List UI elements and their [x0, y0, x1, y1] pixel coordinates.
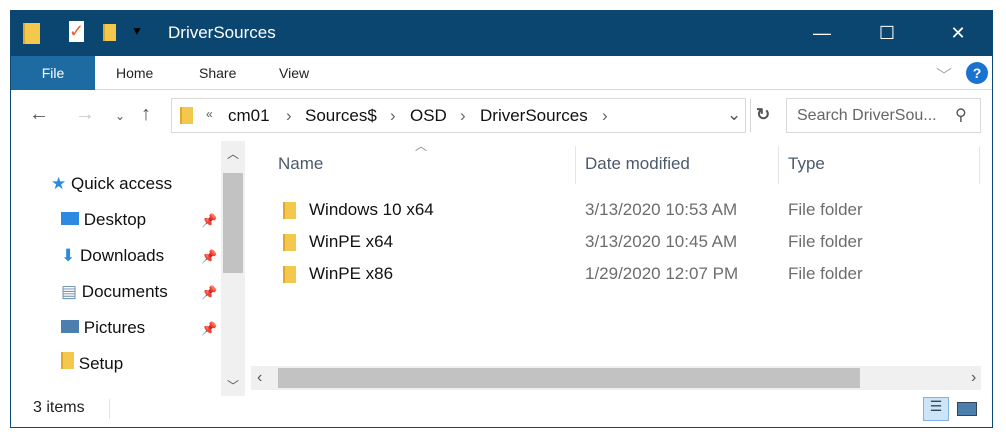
ribbon: File Home Share View ﹀ ? [11, 56, 992, 90]
back-button[interactable]: ← [29, 103, 49, 125]
column-name[interactable]: Name [278, 154, 324, 173]
address-dropdown-icon[interactable]: ⌄ [727, 105, 742, 124]
crumb-osd[interactable]: OSD [410, 106, 447, 125]
forward-button[interactable]: → [75, 103, 95, 125]
file-row[interactable]: WinPE x64 3/13/2020 10:45 AM File folder [279, 226, 979, 258]
address-bar[interactable]: « cm01 › Sources$ › OSD › DriverSources … [171, 98, 770, 133]
column-date-modified[interactable]: Date modified [585, 154, 690, 173]
download-icon: ⬇ [61, 246, 76, 265]
properties-icon[interactable]: ✓ [69, 21, 85, 42]
sidebar-item-documents[interactable]: ▤ Documents [61, 282, 168, 301]
overflow-crumb[interactable]: « [206, 107, 213, 121]
details-view-button[interactable]: ☰ [923, 397, 949, 421]
document-icon: ▤ [61, 282, 78, 301]
crumb-children-chevron[interactable]: › [602, 106, 608, 125]
up-button[interactable]: ↑ [141, 103, 151, 125]
item-count: 3 items [33, 399, 85, 416]
crumb-sources[interactable]: Sources$ [305, 106, 377, 125]
refresh-icon[interactable]: ↻ [756, 105, 771, 124]
tab-view[interactable]: View [279, 65, 310, 81]
help-icon[interactable]: ? [966, 62, 988, 84]
large-icons-view-button[interactable] [957, 402, 977, 416]
scrollbar-thumb[interactable] [278, 368, 860, 388]
picture-icon [61, 320, 79, 333]
desktop-icon [61, 212, 79, 225]
folder-icon [283, 202, 296, 219]
search-input[interactable]: Search DriverSou... ⚲ [786, 98, 981, 133]
folder-icon [61, 352, 74, 369]
sidebar-item-setup[interactable]: Setup [61, 349, 123, 379]
minimize-button[interactable]: — [813, 23, 831, 43]
file-row[interactable]: WinPE x86 1/29/2020 12:07 PM File folder [279, 258, 979, 290]
star-icon: ★ [51, 174, 67, 193]
pin-icon[interactable]: 📌 [201, 213, 218, 228]
crumb-cm01[interactable]: cm01 [228, 106, 270, 125]
expand-ribbon-icon[interactable]: ﹀ [936, 68, 953, 85]
tab-home[interactable]: Home [116, 65, 154, 81]
navigation-pane: ★ Quick access Desktop ⬇ Downloads ▤ Doc… [11, 141, 221, 396]
folder-icon [283, 234, 296, 251]
column-type[interactable]: Type [788, 154, 825, 173]
scrollbar-thumb[interactable] [223, 173, 243, 273]
folder-icon [23, 23, 40, 44]
close-button[interactable]: ✕ [950, 23, 966, 43]
new-folder-icon[interactable] [103, 24, 116, 41]
maximize-button[interactable]: ☐ [878, 23, 896, 43]
file-row[interactable]: Windows 10 x64 3/13/2020 10:53 AM File f… [279, 194, 979, 226]
sidebar-item-pictures[interactable]: Pictures [61, 313, 145, 343]
title-bar: ✓ ▼ DriverSources — ☐ ✕ [11, 11, 992, 56]
scroll-right-icon[interactable]: › [971, 369, 977, 386]
customize-toolbar-icon[interactable]: ▼ [131, 24, 143, 38]
scroll-left-icon[interactable]: ‹ [257, 369, 263, 386]
tab-share[interactable]: Share [199, 65, 237, 81]
explorer-window: ✓ ▼ DriverSources — ☐ ✕ File Home Share … [10, 10, 993, 428]
crumb-driversources[interactable]: DriverSources [480, 106, 588, 125]
sort-ascending-icon: ︿ [415, 139, 428, 153]
sidebar-item-downloads[interactable]: ⬇ Downloads [61, 246, 165, 265]
sidebar-scrollbar[interactable]: ︿ ﹀ [221, 141, 245, 396]
sidebar-item-quick-access[interactable]: ★ Quick access [51, 174, 173, 193]
window-title: DriverSources [168, 23, 276, 42]
folder-icon [283, 266, 296, 283]
sidebar-item-desktop[interactable]: Desktop [61, 205, 146, 235]
scroll-down-icon[interactable]: ﹀ [227, 379, 240, 393]
scroll-up-icon[interactable]: ︿ [227, 147, 240, 161]
pin-icon[interactable]: 📌 [201, 321, 218, 336]
horizontal-scrollbar[interactable]: ‹ › [251, 366, 981, 390]
tab-file[interactable]: File [11, 56, 95, 90]
pin-icon[interactable]: 📌 [201, 285, 218, 300]
recent-locations-button[interactable]: ⌄ [115, 109, 126, 123]
pin-icon[interactable]: 📌 [201, 249, 218, 264]
folder-icon [180, 107, 193, 124]
search-icon[interactable]: ⚲ [955, 107, 967, 124]
